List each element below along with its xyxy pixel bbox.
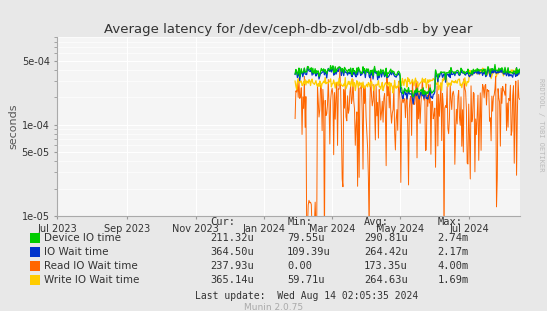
Title: Average latency for /dev/ceph-db-zvol/db-sdb - by year: Average latency for /dev/ceph-db-zvol/db…: [104, 23, 473, 36]
Text: 364.50u: 364.50u: [211, 247, 254, 257]
Text: Cur:: Cur:: [211, 217, 236, 227]
Text: 173.35u: 173.35u: [364, 261, 408, 271]
Text: 2.74m: 2.74m: [438, 233, 469, 243]
Text: Device IO time: Device IO time: [44, 233, 121, 243]
Text: IO Wait time: IO Wait time: [44, 247, 108, 257]
Text: 79.55u: 79.55u: [287, 233, 325, 243]
Text: Write IO Wait time: Write IO Wait time: [44, 275, 139, 285]
Y-axis label: seconds: seconds: [9, 104, 19, 150]
Text: 237.93u: 237.93u: [211, 261, 254, 271]
Text: Min:: Min:: [287, 217, 312, 227]
Text: 264.63u: 264.63u: [364, 275, 408, 285]
Text: 211.32u: 211.32u: [211, 233, 254, 243]
Text: 1.69m: 1.69m: [438, 275, 469, 285]
Text: 290.81u: 290.81u: [364, 233, 408, 243]
Text: Last update:  Wed Aug 14 02:05:35 2024: Last update: Wed Aug 14 02:05:35 2024: [195, 291, 418, 301]
Text: 109.39u: 109.39u: [287, 247, 331, 257]
Text: RRDTOOL / TOBI OETIKER: RRDTOOL / TOBI OETIKER: [538, 78, 544, 171]
Text: Max:: Max:: [438, 217, 463, 227]
Text: Read IO Wait time: Read IO Wait time: [44, 261, 137, 271]
Text: 0.00: 0.00: [287, 261, 312, 271]
Text: Munin 2.0.75: Munin 2.0.75: [244, 304, 303, 311]
Text: Avg:: Avg:: [364, 217, 389, 227]
Text: 2.17m: 2.17m: [438, 247, 469, 257]
Text: 59.71u: 59.71u: [287, 275, 325, 285]
Text: 264.42u: 264.42u: [364, 247, 408, 257]
Text: 365.14u: 365.14u: [211, 275, 254, 285]
Text: 4.00m: 4.00m: [438, 261, 469, 271]
